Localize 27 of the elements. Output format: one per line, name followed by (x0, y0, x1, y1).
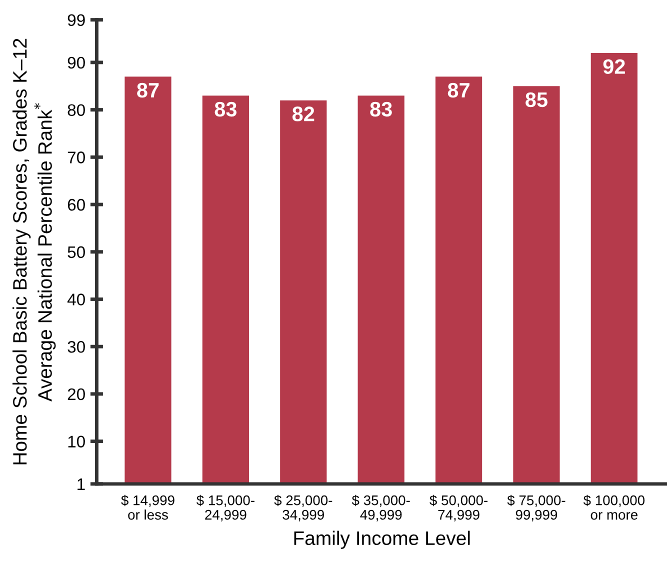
y-tick-label: 1 (78, 478, 85, 490)
y-tick-label: 70 (68, 152, 85, 164)
x-tick-label: $ 35,000- 49,999 (352, 494, 410, 522)
data-label: 83 (370, 102, 392, 117)
y-tick-label: 10 (68, 436, 85, 448)
y-tick-label: 90 (68, 56, 85, 69)
y-tick-label: 20 (68, 388, 85, 400)
x-tick-label: $ 25,000- 34,999 (274, 494, 332, 522)
y-tick-label: 80 (68, 104, 85, 116)
y-axis-title: Home School Basic Battery Scores, Grades K–12 Average National Percentile Rank$^{*}$ (12, 38, 56, 464)
x-axis-title: Family Income Level (294, 530, 470, 549)
data-label: 83 (214, 102, 237, 117)
y-tick-label: 60 (68, 198, 85, 211)
x-tick-label: $ 75,000- 99,999 (507, 494, 566, 522)
data-label: 87 (448, 82, 470, 98)
data-label: 85 (526, 92, 548, 108)
data-label: 82 (292, 106, 314, 122)
y-tick-label: 30 (68, 340, 85, 353)
y-tick-label: 99 (68, 14, 85, 26)
data-label: 92 (603, 59, 625, 74)
y-tick-label: 50 (68, 246, 85, 258)
x-tick-label: $ 15,000- 24,999 (196, 494, 254, 522)
x-tick-label: $ 14,999 or less (121, 494, 174, 520)
data-label: 87 (137, 82, 159, 98)
x-tick-label: $ 50,000- 74,999 (430, 494, 488, 522)
y-tick-label: 40 (67, 294, 85, 306)
x-tick-label: $ 100,000 or more (583, 494, 645, 520)
